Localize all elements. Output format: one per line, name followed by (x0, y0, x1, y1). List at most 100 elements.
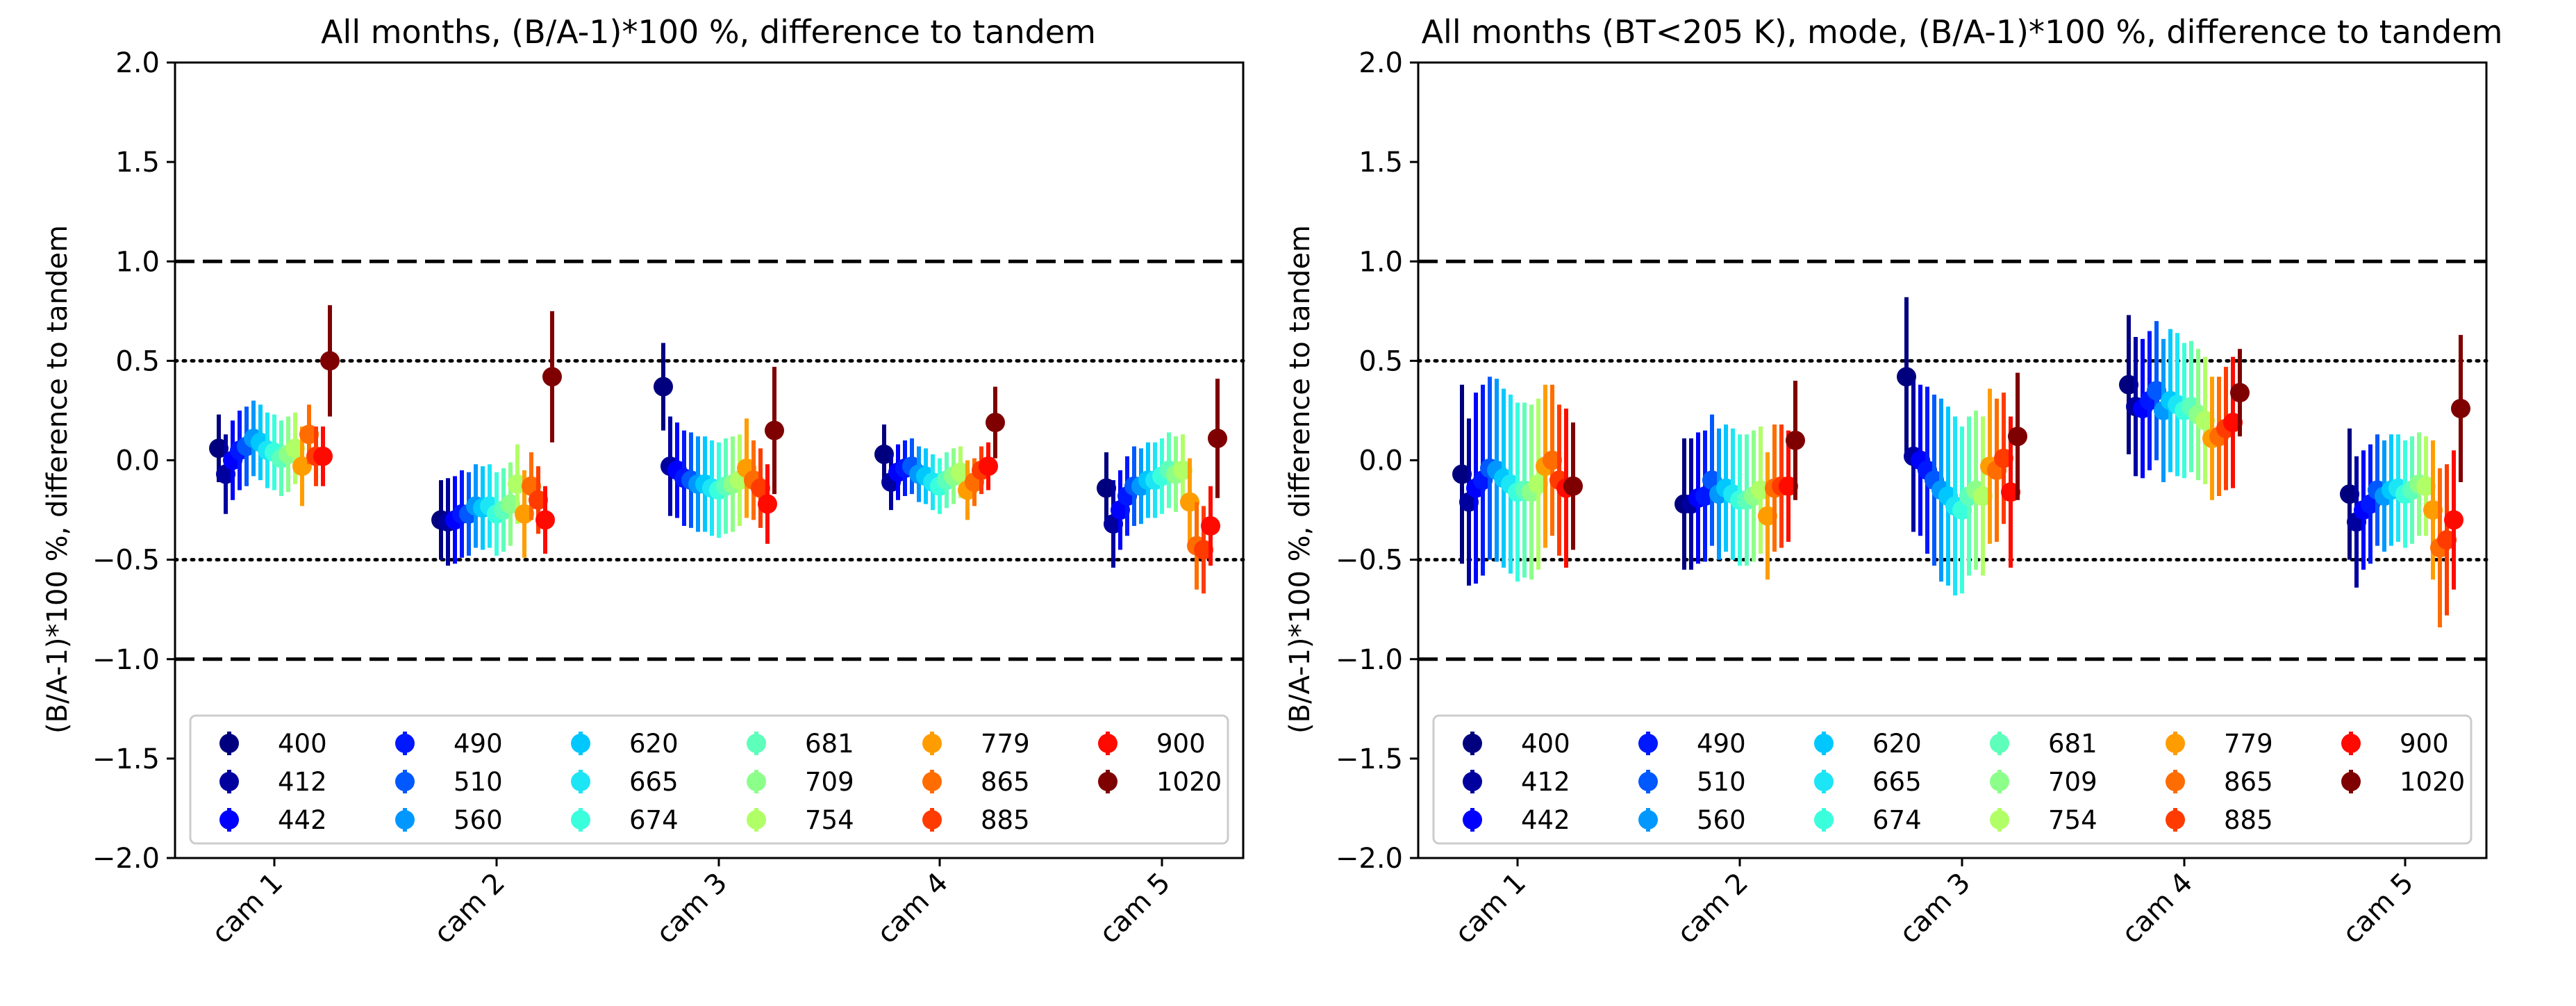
legend-label: 620 (1872, 729, 1922, 759)
point-1020 (1208, 429, 1227, 449)
x-tick-label: cam 3 (650, 867, 733, 950)
legend-label: 510 (1697, 767, 1746, 797)
data-marks (1452, 297, 2470, 627)
legend-label: 620 (629, 729, 679, 759)
legend-marker (2166, 810, 2185, 830)
point-400 (654, 377, 673, 397)
legend-marker (395, 810, 415, 830)
y-tick-label: 0.5 (1358, 345, 1403, 377)
legend-box (1432, 714, 2473, 845)
x-tick-label: cam 1 (206, 867, 289, 950)
y-tick-label: −2.0 (1336, 843, 1403, 875)
legend-label: 510 (454, 767, 503, 797)
point-1020 (320, 351, 340, 371)
legend-label: 400 (278, 729, 327, 759)
point-1020 (542, 367, 562, 387)
legend-label: 709 (2048, 767, 2097, 797)
legend-marker (1098, 772, 1117, 791)
y-tick-label: 0.0 (1358, 445, 1403, 477)
chart-panel-right: All months (BT<205 K), mode, (B/A-1)*100… (1284, 13, 2502, 950)
x-tick-label: cam 2 (428, 867, 511, 950)
reference-lines (1416, 259, 2488, 661)
legend-marker (747, 772, 766, 791)
y-tick-label: −1.0 (92, 644, 160, 676)
legend-label: 412 (278, 767, 327, 797)
y-tick-label: 2.0 (115, 47, 160, 79)
legend-label: 865 (2224, 767, 2273, 797)
legend-marker (1463, 772, 1482, 791)
legend-label: 754 (805, 805, 854, 835)
x-tick-label: cam 4 (871, 867, 954, 950)
legend-label: 665 (1872, 767, 1922, 797)
x-tick-label: cam 2 (1671, 867, 1754, 950)
y-tick-label: 1.0 (115, 246, 160, 278)
legend-label: 674 (629, 805, 679, 835)
x-tick-label: cam 4 (2116, 867, 2199, 950)
legend-label: 709 (805, 767, 854, 797)
legend: 400 412 442 490 510 560 620 665 674 681 709 754 779 8… (1432, 714, 2473, 845)
plot-frame (174, 61, 1245, 859)
legend-label: 1020 (2400, 767, 2465, 797)
legend-marker (922, 734, 942, 753)
point-900 (535, 510, 555, 530)
legend: 400 412 442 490 510 560 620 665 674 681 709 754 779 8… (189, 714, 1229, 845)
y-axis-label: (B/A-1)*100 %, difference to tandem (42, 225, 74, 734)
chart-panel-left: All months, (B/A-1)*100 %, difference to… (42, 13, 1245, 950)
y-tick-label: 0.0 (115, 445, 160, 477)
legend-label: 885 (2224, 805, 2273, 835)
legend-marker (922, 772, 942, 791)
legend-marker (922, 810, 942, 830)
legend-label: 900 (1156, 729, 1206, 759)
legend-label: 400 (1521, 729, 1570, 759)
legend-marker (1638, 772, 1658, 791)
legend-marker (1638, 810, 1658, 830)
legend-marker (1463, 734, 1482, 753)
x-tick-label: cam 3 (1893, 867, 1977, 950)
legend-marker (2341, 734, 2361, 753)
legend-label: 665 (629, 767, 679, 797)
legend-marker (571, 772, 590, 791)
y-tick-label: 1.5 (115, 147, 160, 179)
legend-label: 412 (1521, 767, 1570, 797)
legend-marker (2341, 772, 2361, 791)
legend-marker (1814, 734, 1834, 753)
legend-marker (395, 734, 415, 753)
y-tick-label: −2.0 (92, 843, 160, 875)
y-tick-label: 1.0 (1358, 246, 1403, 278)
legend-marker (219, 772, 239, 791)
y-ticks: 2.0 1.5 1.0 0.5 0.0 −0.5 −1.0 −1.5 −2.0 (1336, 47, 1418, 875)
point-1020 (1563, 476, 1583, 496)
x-tick-label: cam 1 (1449, 867, 1532, 950)
point-1020 (1786, 430, 1805, 450)
legend-label: 779 (2224, 729, 2273, 759)
legend-label: 674 (1872, 805, 1922, 835)
legend-marker (747, 810, 766, 830)
chart-title: All months (BT<205 K), mode, (B/A-1)*100… (1422, 13, 2503, 51)
legend-marker (1463, 810, 1482, 830)
x-tick-label: cam 5 (1093, 867, 1177, 950)
plot-frame (1417, 61, 2488, 859)
point-1020 (986, 413, 1005, 433)
legend-marker (1814, 772, 1834, 791)
legend-label: 560 (454, 805, 503, 835)
y-tick-label: −0.5 (92, 545, 160, 577)
legend-label: 681 (2048, 729, 2097, 759)
legend-marker (2166, 772, 2185, 791)
point-900 (1201, 516, 1220, 536)
point-1020 (2451, 399, 2470, 419)
legend-marker (2166, 734, 2185, 753)
x-ticks: cam 1 cam 2 cam 3 cam 4 cam 5 (206, 858, 1177, 950)
legend-label: 490 (454, 729, 503, 759)
y-tick-label: 2.0 (1358, 47, 1403, 79)
legend-label: 754 (2048, 805, 2097, 835)
y-tick-label: 1.5 (1358, 147, 1403, 179)
chart-title: All months, (B/A-1)*100 %, difference to… (321, 13, 1096, 51)
legend-label: 442 (1521, 805, 1570, 835)
legend-marker (1814, 810, 1834, 830)
point-1020 (765, 420, 784, 440)
legend-label: 560 (1697, 805, 1746, 835)
legend-marker (219, 734, 239, 753)
legend-marker (1098, 734, 1117, 753)
legend-label: 490 (1697, 729, 1746, 759)
legend-box (189, 714, 1229, 845)
